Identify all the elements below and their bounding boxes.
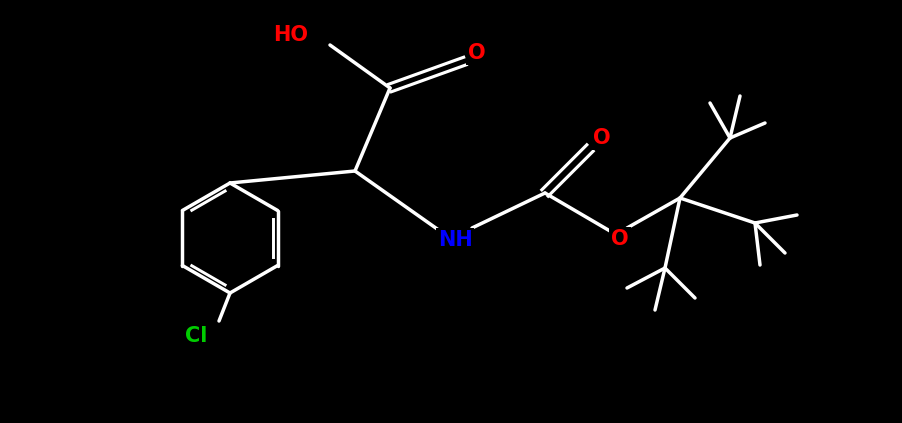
Text: HO: HO — [273, 25, 308, 45]
Text: O: O — [594, 128, 611, 148]
Text: Cl: Cl — [185, 326, 207, 346]
Text: O: O — [612, 229, 629, 249]
Text: NH: NH — [437, 230, 473, 250]
Text: O: O — [468, 43, 486, 63]
